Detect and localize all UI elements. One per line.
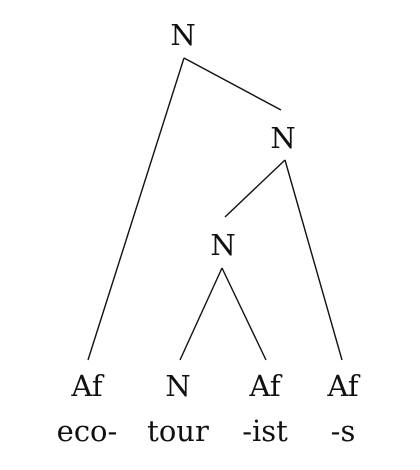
- leaf-ist-morpheme: -ist: [242, 414, 288, 448]
- leaf-eco-category: Af: [70, 369, 104, 403]
- edge-root-to-mid: [183, 57, 282, 111]
- mid-node-label: N: [270, 121, 295, 155]
- inner-node-label: N: [210, 228, 235, 262]
- leaf-tour-category: N: [165, 369, 190, 403]
- leaf-s-category: Af: [326, 369, 360, 403]
- edge-mid-to-s: [284, 159, 343, 361]
- leaf-ist-category: Af: [248, 369, 282, 403]
- leaf-s-morpheme: -s: [331, 414, 356, 448]
- edge-root-to-eco: [87, 57, 185, 361]
- edge-mid-to-inner: [224, 159, 286, 218]
- edge-inner-to-tour: [179, 267, 223, 361]
- leaf-tour-morpheme: tour: [147, 414, 209, 448]
- root-node-label: N: [170, 18, 195, 52]
- leaf-eco-morpheme: eco-: [57, 414, 118, 448]
- edge-inner-to-ist: [221, 267, 267, 361]
